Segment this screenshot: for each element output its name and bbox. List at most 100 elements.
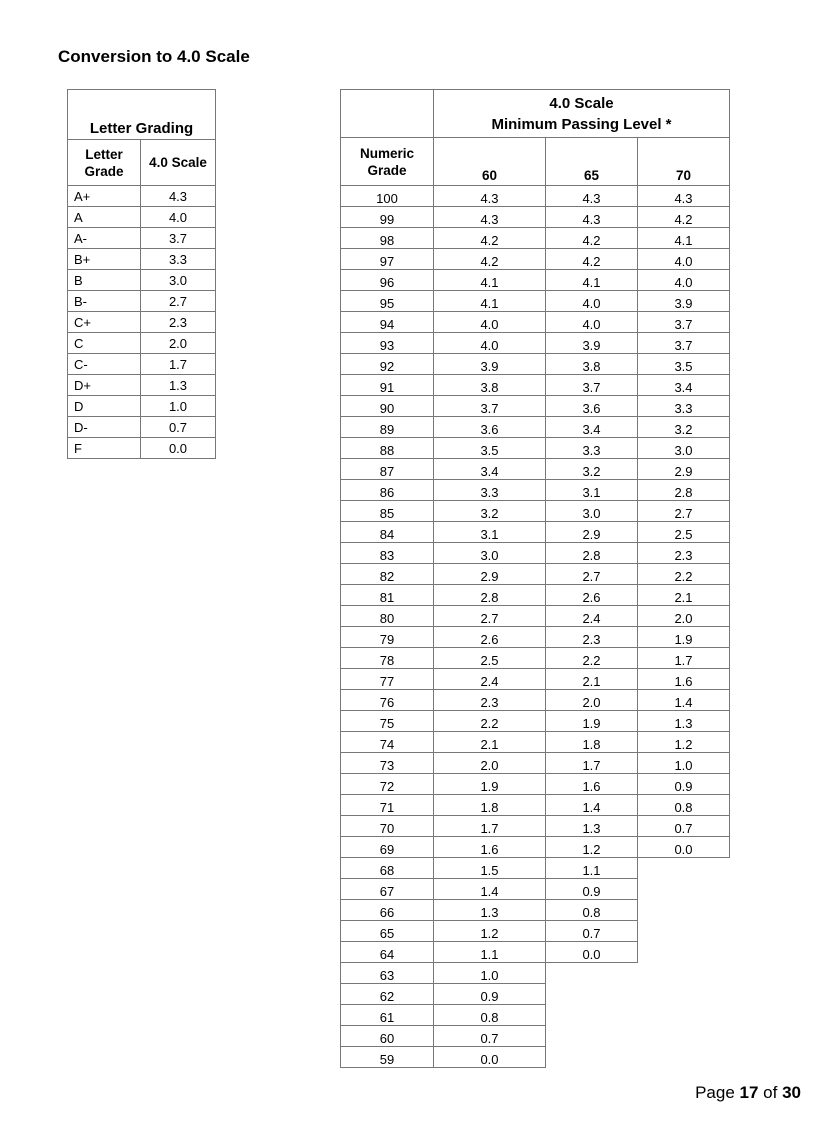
scale-value-60: 1.1: [433, 941, 546, 963]
letter-grade: F: [67, 437, 141, 459]
caption-line-1: 4.0 Scale: [549, 94, 614, 112]
numeric-grade: 73: [340, 752, 434, 774]
scale-value-70: [638, 921, 730, 942]
numeric-grade: 92: [340, 353, 434, 375]
table-row: 75 2.2 1.9 1.3: [340, 710, 730, 732]
scale-value-70: 3.4: [637, 374, 730, 396]
table-row: 65 1.2 0.7: [340, 920, 730, 942]
numeric-grade: 100: [340, 185, 434, 207]
scale-value-70: [638, 1005, 730, 1026]
numeric-grade: 88: [340, 437, 434, 459]
table-row: B+ 3.3: [67, 248, 216, 270]
scale-value-65: 3.1: [545, 479, 638, 501]
table-row: 72 1.9 1.6 0.9: [340, 773, 730, 795]
numeric-grade: 90: [340, 395, 434, 417]
numeric-grade: 77: [340, 668, 434, 690]
scale-value-65: 3.8: [545, 353, 638, 375]
numeric-grade: 76: [340, 689, 434, 711]
current-page: 17: [739, 1083, 759, 1102]
numeric-grade: 62: [340, 983, 434, 1005]
table-row: 83 3.0 2.8 2.3: [340, 542, 730, 564]
scale-value-65: 2.8: [545, 542, 638, 564]
scale-value: 1.7: [140, 353, 216, 375]
numeric-grade: 93: [340, 332, 434, 354]
table-row: F 0.0: [67, 437, 216, 459]
letter-grade: C: [67, 332, 141, 354]
numeric-grade: 96: [340, 269, 434, 291]
scale-value: 4.0: [140, 206, 216, 228]
table-row: 89 3.6 3.4 3.2: [340, 416, 730, 438]
scale-value-60: 1.0: [433, 962, 546, 984]
scale-value-65: 4.0: [545, 290, 638, 312]
numeric-grade: 75: [340, 710, 434, 732]
scale-value-60: 4.1: [433, 290, 546, 312]
table-row: 60 0.7: [340, 1025, 730, 1047]
scale-value-60: 3.4: [433, 458, 546, 480]
table-row: 98 4.2 4.2 4.1: [340, 227, 730, 249]
scale-value-70: 2.7: [637, 500, 730, 522]
letter-grade: B-: [67, 290, 141, 312]
scale-value-70: 2.2: [637, 563, 730, 585]
scale-value-60: 3.3: [433, 479, 546, 501]
level-65-header: 65: [545, 137, 638, 186]
scale-value-60: 4.1: [433, 269, 546, 291]
header-blank: [340, 89, 434, 138]
scale-value-70: [638, 858, 730, 879]
table-row: A- 3.7: [67, 227, 216, 249]
scale-value-65: 2.7: [545, 563, 638, 585]
section-title: Conversion to 4.0 Scale: [58, 47, 250, 66]
numeric-grade: 63: [340, 962, 434, 984]
table-row: 86 3.3 3.1 2.8: [340, 479, 730, 501]
table-row: 85 3.2 3.0 2.7: [340, 500, 730, 522]
page-number: Page 17 of 30: [695, 1083, 801, 1103]
table-row: 82 2.9 2.7 2.2: [340, 563, 730, 585]
numeric-grade: 81: [340, 584, 434, 606]
numeric-grade-header: Numeric Grade: [340, 137, 434, 186]
scale-value-60: 3.1: [433, 521, 546, 543]
table-row: 68 1.5 1.1: [340, 857, 730, 879]
numeric-grade: 99: [340, 206, 434, 228]
scale-value-65: 0.8: [545, 899, 638, 921]
scale-value-60: 1.4: [433, 878, 546, 900]
letter-grade: C-: [67, 353, 141, 375]
letter-table-caption: Letter Grading: [67, 89, 216, 140]
table-row: 91 3.8 3.7 3.4: [340, 374, 730, 396]
level-70-header: 70: [637, 137, 730, 186]
numeric-grade: 98: [340, 227, 434, 249]
scale-value-70: 4.0: [637, 248, 730, 270]
scale-value-60: 4.3: [433, 185, 546, 207]
table-row: 97 4.2 4.2 4.0: [340, 248, 730, 270]
letter-grade: D-: [67, 416, 141, 438]
scale-value-65: 1.9: [545, 710, 638, 732]
scale-value-60: 4.2: [433, 227, 546, 249]
total-pages: 30: [782, 1083, 801, 1102]
letter-grade: C+: [67, 311, 141, 333]
scale-value-65: 4.2: [545, 227, 638, 249]
scale-value-65: 3.0: [545, 500, 638, 522]
letter-grade: D+: [67, 374, 141, 396]
table-row: 87 3.4 3.2 2.9: [340, 458, 730, 480]
scale-value-60: 1.6: [433, 836, 546, 858]
numeric-grade: 94: [340, 311, 434, 333]
scale-value-70: [638, 1047, 730, 1068]
scale-value-70: 2.8: [637, 479, 730, 501]
level-60-header: 60: [433, 137, 546, 186]
table-row: C 2.0: [67, 332, 216, 354]
letter-grade: B: [67, 269, 141, 291]
numeric-grade: 67: [340, 878, 434, 900]
scale-value-65: [546, 963, 638, 984]
scale-value: 3.3: [140, 248, 216, 270]
scale-value-65: 2.9: [545, 521, 638, 543]
scale-value-65: 4.0: [545, 311, 638, 333]
scale-value-60: 2.2: [433, 710, 546, 732]
scale-value-60: 2.8: [433, 584, 546, 606]
scale-value: 0.7: [140, 416, 216, 438]
scale-value-65: 3.2: [545, 458, 638, 480]
scale-value: 0.0: [140, 437, 216, 459]
scale-value-60: 2.0: [433, 752, 546, 774]
scale-value-60: 4.0: [433, 311, 546, 333]
table-row: 64 1.1 0.0: [340, 941, 730, 963]
scale-value-60: 4.3: [433, 206, 546, 228]
scale-value-60: 3.2: [433, 500, 546, 522]
scale-value-60: 1.9: [433, 773, 546, 795]
